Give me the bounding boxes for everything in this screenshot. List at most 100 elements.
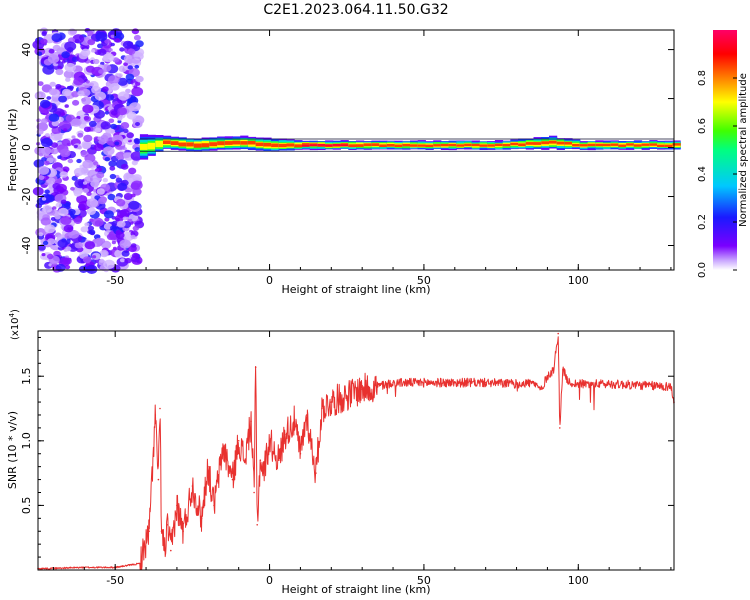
noise-cell: [117, 120, 122, 124]
snr-y-multiplier: (x104): [8, 309, 21, 340]
noise-cell: [46, 96, 52, 100]
noise-cell: [101, 251, 108, 256]
snr-data-point: [284, 433, 286, 436]
x-tick-label: 50: [417, 274, 431, 287]
noise-cell: [90, 180, 100, 188]
snr-data-point: [670, 385, 672, 388]
y-tick-label: 40: [20, 43, 33, 57]
noise-cell: [114, 249, 125, 258]
snr-data-point: [392, 381, 394, 384]
noise-cell: [110, 42, 115, 47]
x-tick-label: 100: [568, 274, 589, 287]
noise-cell: [64, 41, 77, 51]
band-cell: [541, 141, 550, 145]
noise-cell: [119, 47, 125, 52]
noise-cell: [40, 38, 48, 45]
noise-cell: [87, 39, 96, 46]
snr-data-point: [268, 440, 271, 442]
noise-cell: [96, 171, 105, 179]
noise-cell: [108, 160, 117, 167]
noise-cell: [82, 256, 92, 264]
noise-cell: [63, 224, 74, 233]
noise-cell: [101, 86, 109, 92]
noise-cell: [117, 116, 123, 121]
noise-cell: [84, 241, 96, 250]
noise-cell: [127, 48, 136, 55]
band-cell: [379, 144, 388, 147]
noise-cell: [50, 142, 59, 149]
noise-cell: [109, 166, 116, 171]
noise-cell: [73, 77, 84, 86]
colorbar-tick-label: 0.2: [697, 214, 708, 230]
band-cell: [664, 144, 673, 147]
noise-cell: [114, 38, 121, 43]
noise-cell: [109, 173, 117, 180]
noise-cell: [131, 28, 140, 35]
noise-cell: [51, 33, 63, 43]
noise-cell: [89, 82, 94, 87]
noise-cell: [90, 49, 96, 53]
noise-cell: [131, 180, 143, 190]
snr-data-point: [191, 485, 194, 487]
band-cell: [170, 141, 179, 145]
noise-cell: [91, 85, 102, 94]
band-cell: [456, 144, 465, 147]
colorbar-gradient: [713, 30, 737, 270]
band-cell: [410, 144, 419, 147]
noise-cell: [52, 183, 61, 190]
noise-cell: [84, 222, 90, 227]
snr-data-point: [454, 381, 456, 384]
noise-cell: [110, 225, 118, 231]
noise-cell: [127, 218, 133, 223]
noise-cell: [73, 167, 84, 177]
band-cell: [549, 140, 558, 144]
noise-cell: [132, 252, 139, 259]
colorbar-tick-label: 0.4: [697, 166, 708, 182]
noise-cell: [92, 255, 97, 259]
snr-data-point: [531, 381, 533, 384]
snr-data-point: [293, 420, 296, 423]
band-cell: [533, 142, 542, 145]
noise-cell: [93, 161, 99, 166]
band-cell: [255, 142, 264, 147]
noise-cell: [107, 193, 116, 201]
noise-cell: [41, 253, 46, 257]
snr-data-point: [166, 524, 169, 526]
x-tick-label: 0: [266, 274, 273, 287]
band-cell: [479, 144, 488, 147]
noise-cell: [82, 142, 92, 150]
noise-cell: [55, 263, 66, 272]
snr-data-point: [231, 478, 234, 481]
noise-cell: [130, 243, 137, 248]
noise-cell: [68, 229, 80, 239]
band-cell: [356, 144, 365, 147]
snr-data-point: [577, 383, 580, 385]
noise-cell: [98, 197, 107, 205]
snr-data-point: [484, 381, 487, 384]
band-cell: [641, 143, 650, 146]
noise-cell: [122, 216, 128, 221]
noise-cell: [114, 214, 124, 223]
noise-cell: [55, 68, 64, 76]
noise-cell: [133, 52, 144, 61]
band-cell: [502, 143, 511, 147]
colorbar-ticks: 0.0 0.2 0.4 0.6 0.8: [697, 70, 737, 278]
noise-cell: [108, 118, 115, 124]
snr-panel: -50 0 50 100 0.5 1.0 1.5 Height of straight l…: [6, 309, 675, 596]
noise-cell: [72, 99, 80, 106]
noise-cell: [131, 160, 138, 166]
noise-cell: [83, 134, 93, 143]
noise-cell: [95, 31, 108, 42]
snr-data-point: [608, 383, 610, 385]
noise-cell: [96, 188, 105, 195]
snr-data-point: [278, 459, 280, 462]
noise-cell: [83, 126, 91, 133]
band-cell: [649, 143, 658, 146]
band-cell: [201, 143, 210, 148]
noise-cell: [127, 65, 133, 70]
noise-cell: [67, 208, 76, 216]
band-cell: [672, 143, 681, 146]
spectrogram-x-ticks: -50 0 50 100: [52, 30, 672, 287]
x-tick-label: -50: [106, 574, 124, 587]
